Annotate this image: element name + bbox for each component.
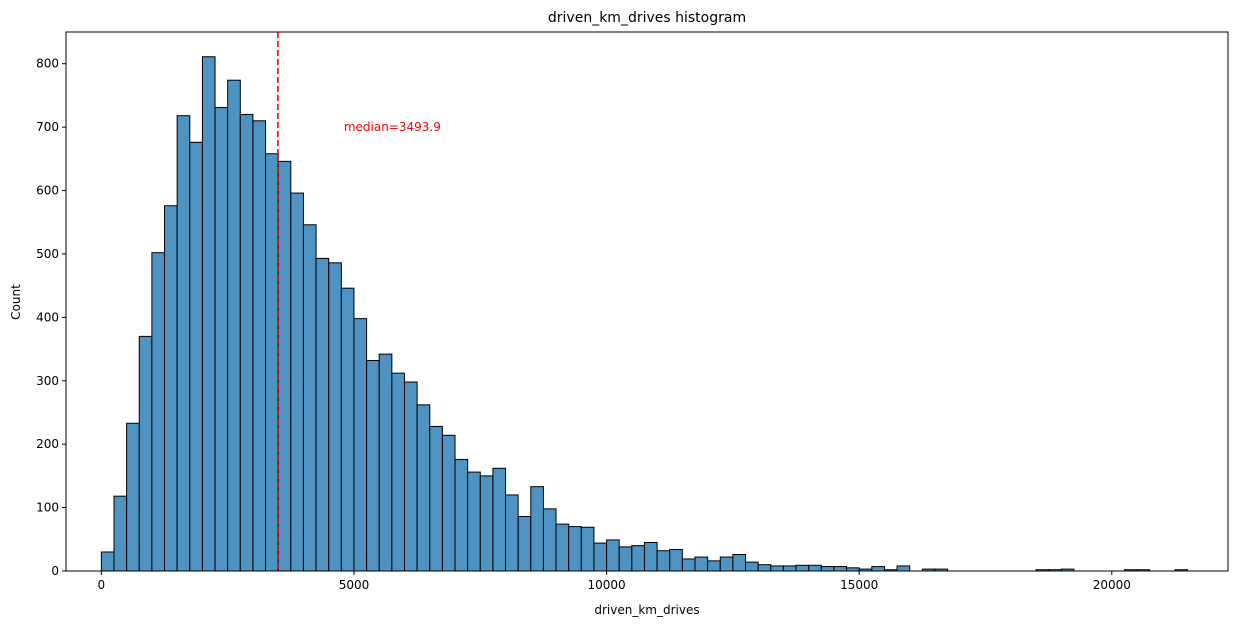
histogram-bar	[770, 565, 784, 572]
histogram-bar	[492, 467, 507, 572]
histogram-bar	[593, 542, 608, 572]
median-group: median=3493.9	[277, 32, 441, 571]
histogram-bar	[176, 115, 191, 572]
histogram-bar	[896, 565, 911, 572]
histogram-bar	[214, 106, 229, 572]
histogram-bar	[328, 262, 342, 572]
histogram-bar	[631, 545, 645, 572]
histogram-bar	[707, 560, 721, 572]
histogram-bar	[113, 495, 128, 572]
histogram-bar	[782, 565, 797, 572]
histogram-bar	[719, 556, 734, 572]
bars-group	[100, 56, 1189, 572]
histogram-bar	[568, 526, 582, 572]
y-tick-label: 0	[51, 564, 59, 578]
histogram-bar	[833, 566, 848, 572]
histogram-bar	[530, 486, 544, 572]
y-tick-label: 300	[36, 374, 59, 388]
median-annotation: median=3493.9	[344, 120, 441, 134]
histogram-bar	[138, 335, 153, 572]
x-axis-ticks: 0 5000 10000 15000 20000	[98, 571, 1131, 592]
x-axis-label: driven_km_drives	[594, 603, 699, 617]
y-axis-label: Count	[9, 284, 23, 320]
histogram-bar	[643, 541, 658, 572]
histogram-bar	[404, 381, 418, 572]
histogram-bar	[871, 566, 885, 572]
histogram-bar	[151, 252, 166, 572]
histogram-bar	[694, 556, 709, 572]
histogram-bar	[416, 404, 431, 572]
histogram-bar	[100, 551, 115, 572]
histogram-bar	[820, 566, 835, 572]
y-tick-label: 600	[36, 184, 59, 198]
plot-frame	[65, 31, 1229, 572]
histogram-bar	[454, 458, 469, 572]
y-tick-label: 100	[36, 501, 59, 515]
histogram-bar	[429, 425, 443, 572]
histogram-bar	[808, 564, 822, 572]
histogram-bar	[542, 508, 557, 572]
histogram-bar	[164, 205, 178, 572]
histogram-bar	[265, 153, 279, 572]
x-tick-label: 10000	[587, 578, 625, 592]
histogram-bar	[277, 160, 292, 572]
histogram-bar	[669, 548, 683, 572]
histogram-bar	[189, 141, 203, 572]
histogram-bar	[580, 526, 595, 572]
y-axis-ticks: 0 100 200 300 400 500 600 700 800	[36, 57, 66, 578]
x-tick-label: 20000	[1093, 578, 1131, 592]
histogram-bar	[378, 353, 393, 572]
histogram-bar	[315, 257, 330, 572]
x-tick-label: 0	[98, 578, 106, 592]
histogram-bar	[239, 113, 254, 572]
histogram-bar	[618, 546, 633, 572]
y-tick-label: 700	[36, 120, 59, 134]
y-tick-label: 400	[36, 310, 59, 324]
histogram-bar	[126, 422, 140, 572]
histogram-bar	[366, 359, 380, 572]
histogram-bar	[201, 56, 216, 572]
y-tick-label: 800	[36, 57, 59, 71]
histogram-bar	[302, 224, 317, 572]
histogram-bar	[555, 523, 570, 572]
histogram-bar	[353, 318, 368, 572]
histogram-bar	[732, 554, 747, 572]
histogram-bar	[340, 287, 355, 572]
histogram-bar	[606, 539, 620, 572]
histogram-bar	[467, 471, 481, 572]
histogram-bar	[505, 494, 519, 572]
x-tick-label: 5000	[339, 578, 370, 592]
histogram-bar	[745, 561, 759, 572]
y-tick-label: 200	[36, 437, 59, 451]
histogram-bar	[479, 475, 494, 572]
histogram-bar	[227, 79, 241, 572]
chart-title: driven_km_drives histogram	[548, 10, 746, 26]
histogram-bar	[757, 564, 772, 572]
x-tick-label: 15000	[840, 578, 878, 592]
histogram-bar	[391, 372, 405, 572]
histogram-bar	[290, 192, 304, 572]
histogram-bar	[681, 558, 696, 572]
histogram-bar	[441, 434, 456, 572]
histogram-bar	[795, 564, 810, 572]
histogram-bar	[517, 515, 532, 572]
histogram-bar	[656, 550, 671, 572]
y-tick-label: 500	[36, 247, 59, 261]
histogram-bar	[252, 120, 267, 572]
